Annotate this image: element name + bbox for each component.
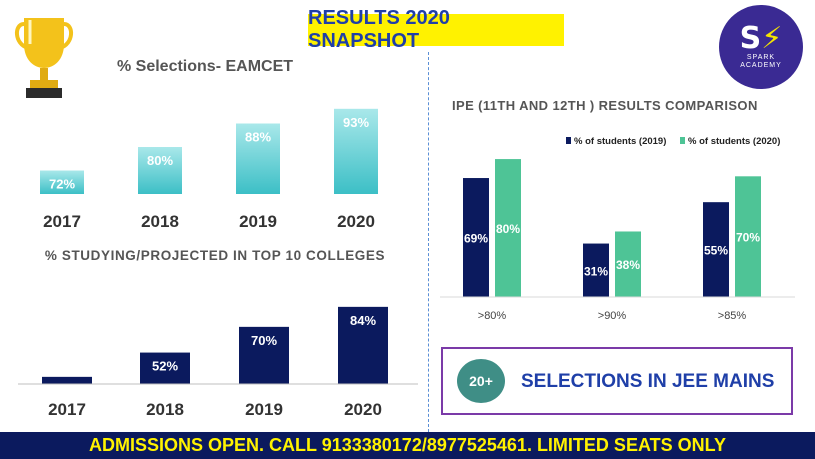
eamcet-chart: 72% 2017 80% 2018 88% 2019 93% 2020 [40, 108, 378, 231]
top10-chart-title: % STUDYING/PROJECTED IN TOP 10 COLLEGES [44, 248, 386, 263]
admissions-banner: ADMISSIONS OPEN. CALL 9133380172/8977525… [0, 432, 815, 459]
ipe-x-tick: >90% [598, 310, 627, 322]
eamcet-chart-title: % Selections- EAMCET [116, 58, 294, 75]
top10-bar [140, 352, 190, 384]
ipe-x-tick: >80% [478, 310, 507, 322]
ipe-bar [463, 178, 489, 297]
ipe-bar-label: 80% [496, 222, 520, 236]
ipe-chart-title: IPE (11TH AND 12TH ) RESULTS COMPARISON [452, 98, 758, 113]
top10-bar [239, 326, 289, 384]
ipe-bar-label: 55% [704, 244, 728, 258]
spark-academy-logo: S⚡ SPARK ACADEMY [719, 5, 803, 89]
top10-bar-label: 84% [350, 313, 376, 328]
ipe-bar [615, 231, 641, 297]
eamcet-bar-label: 88% [245, 130, 271, 145]
logo-text-academy: ACADEMY [740, 62, 782, 69]
ipe-x-tick: >85% [718, 310, 747, 322]
eamcet-bar [138, 147, 182, 194]
eamcet-bar-label: 80% [147, 153, 173, 168]
jee-selections-box: 20+ SELECTIONS IN JEE MAINS [441, 347, 793, 415]
trophy-icon [15, 18, 73, 98]
ipe-bar-label: 69% [464, 232, 488, 246]
eamcet-bar-label: 72% [49, 177, 75, 192]
logo-text-spark: SPARK [746, 54, 776, 61]
jee-count-badge: 20+ [457, 359, 505, 403]
ipe-bar [495, 159, 521, 297]
ipe-bar-label: 38% [616, 258, 640, 272]
top10-x-tick: 2020 [344, 400, 382, 419]
top10-bar-label: 52% [152, 359, 178, 374]
ipe-legend-swatch [680, 137, 685, 144]
top10-x-tick: 2018 [146, 400, 184, 419]
eamcet-bar [236, 123, 280, 194]
ipe-bar [583, 243, 609, 297]
eamcet-x-tick: 2017 [43, 212, 81, 231]
top10-bar-label: 70% [251, 333, 277, 348]
eamcet-x-tick: 2018 [141, 212, 179, 231]
eamcet-bar [334, 108, 378, 194]
ipe-legend-label: % of students (2020) [688, 136, 780, 147]
eamcet-bar-label: 93% [343, 115, 369, 130]
ipe-bar-label: 70% [736, 231, 760, 245]
eamcet-bar [40, 170, 84, 194]
jee-selections-text: SELECTIONS IN JEE MAINS [521, 371, 775, 392]
eamcet-x-tick: 2020 [337, 212, 375, 231]
divider [428, 52, 429, 432]
top10-x-tick: 2019 [245, 400, 283, 419]
ipe-chart: % of students (2019) % of students (2020)… [440, 136, 795, 322]
top10-x-tick: 2017 [48, 400, 86, 419]
top10-bar [42, 376, 92, 384]
ipe-bar [703, 202, 729, 297]
eamcet-x-tick: 2019 [239, 212, 277, 231]
ipe-legend-swatch [566, 137, 571, 144]
ipe-bar-label: 31% [584, 264, 608, 278]
top10-bar-label: 35% [54, 383, 80, 398]
slide-title: RESULTS 2020 SNAPSHOT [308, 7, 564, 52]
ipe-bar [735, 176, 761, 297]
top10-bar [338, 306, 388, 384]
ipe-legend-label: % of students (2019) [574, 136, 666, 147]
top10-chart: 35% 2017 52% 2018 70% 2019 84% 2020 [18, 306, 418, 419]
